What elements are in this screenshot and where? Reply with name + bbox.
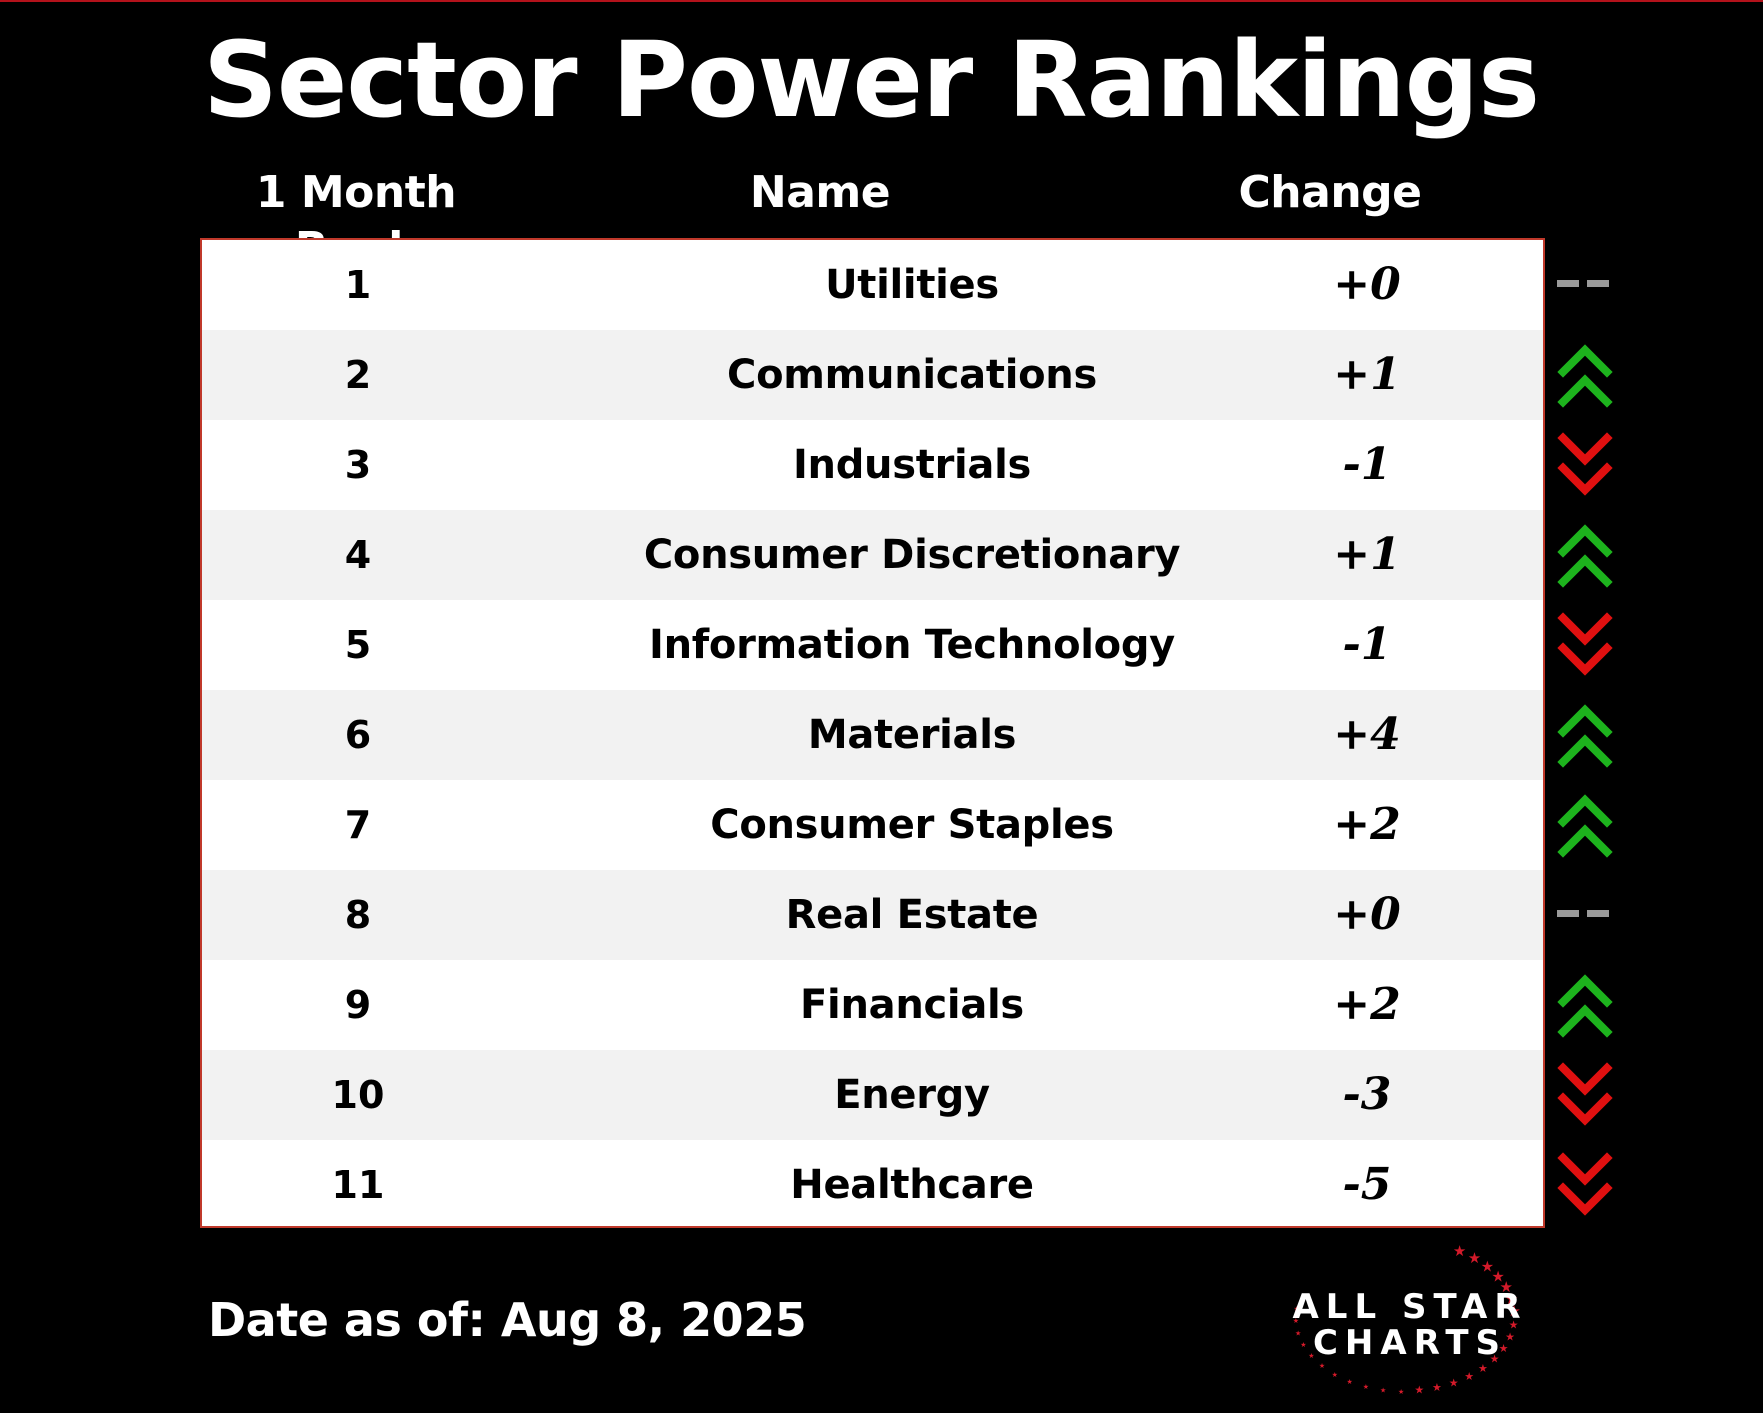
table-row: 4 Consumer Discretionary +1: [202, 510, 1543, 600]
double-chevron-down-icon: [1555, 1140, 1615, 1230]
rank-cell: 10: [331, 1073, 385, 1117]
svg-text:★: ★: [1491, 1267, 1504, 1285]
double-chevron-down-icon: [1555, 420, 1615, 510]
all-star-charts-logo: ★ ★ ★ ★ ★ ★ ★ ★ ★ ★ ★ ★ ★ ★ ★ ★ ★ ★ ★ ★ ★ ★ ★ ★ ★ ★ ★ ALL STAR CHA…: [1280, 1240, 1580, 1400]
rank-cell: 1: [344, 263, 372, 307]
table-row: 7 Consumer Staples +2: [202, 780, 1543, 870]
column-header-change: Change: [1238, 167, 1422, 218]
change-cell: -1: [1342, 439, 1392, 490]
sector-name-cell: Utilities: [825, 262, 999, 308]
dash-icon: [1555, 870, 1615, 960]
svg-text:★: ★: [1464, 1370, 1474, 1383]
change-cell: +0: [1333, 259, 1401, 310]
svg-text:★: ★: [1453, 1242, 1466, 1260]
table-row: 3 Industrials -1: [202, 420, 1543, 510]
table-row: 8 Real Estate +0: [202, 870, 1543, 960]
sector-name-cell: Energy: [834, 1072, 990, 1118]
change-cell: +2: [1333, 799, 1401, 850]
sector-name-cell: Information Technology: [649, 622, 1175, 668]
table-row: 1 Utilities +0: [202, 240, 1543, 330]
sector-name-cell: Consumer Staples: [710, 802, 1114, 848]
rankings-table: 1 Utilities +0 2 Communications +1 3 Industrial…: [200, 238, 1545, 1228]
sector-name-cell: Real Estate: [785, 892, 1039, 938]
double-chevron-up-icon: [1555, 780, 1615, 870]
svg-text:★: ★: [1319, 1362, 1325, 1370]
change-cell: -1: [1342, 619, 1392, 670]
logo-line-1: ALL STAR: [1292, 1287, 1528, 1327]
sector-name-cell: Financials: [800, 982, 1024, 1028]
svg-text:★: ★: [1449, 1376, 1459, 1389]
change-cell: +0: [1333, 889, 1401, 940]
change-cell: +2: [1333, 979, 1401, 1030]
svg-text:★: ★: [1505, 1290, 1518, 1308]
svg-text:★: ★: [1346, 1378, 1352, 1386]
table-row: 9 Financials +2: [202, 960, 1543, 1050]
column-header-name: Name: [749, 167, 891, 218]
double-chevron-up-icon: [1555, 510, 1615, 600]
double-chevron-up-icon: [1555, 960, 1615, 1050]
rank-cell: 9: [344, 983, 372, 1027]
logo-line-2: CHARTS: [1312, 1323, 1508, 1363]
svg-text:★: ★: [1499, 1342, 1509, 1355]
rank-cell: 4: [344, 533, 372, 577]
svg-text:★: ★: [1363, 1383, 1369, 1391]
sector-name-cell: Industrials: [792, 442, 1032, 488]
svg-text:★: ★: [1380, 1387, 1386, 1395]
svg-text:★: ★: [1414, 1384, 1424, 1397]
top-accent-line: [0, 0, 1763, 2]
svg-text:★: ★: [1432, 1381, 1442, 1394]
change-cell: -5: [1342, 1159, 1392, 1210]
rank-cell: 8: [344, 893, 372, 937]
sector-name-cell: Consumer Discretionary: [643, 532, 1181, 578]
table-row: 2 Communications +1: [202, 330, 1543, 420]
change-cell: -3: [1342, 1069, 1392, 1120]
double-chevron-up-icon: [1555, 330, 1615, 420]
date-label: Date as of: Aug 8, 2025: [208, 1293, 807, 1347]
table-row: 6 Materials +4: [202, 690, 1543, 780]
svg-text:★: ★: [1478, 1362, 1488, 1375]
svg-text:★: ★: [1507, 1302, 1520, 1320]
sector-name-cell: Materials: [807, 712, 1017, 758]
table-row: 11 Healthcare -5: [202, 1140, 1543, 1230]
double-chevron-down-icon: [1555, 600, 1615, 690]
svg-text:★: ★: [1293, 1317, 1299, 1325]
svg-text:★: ★: [1300, 1341, 1306, 1349]
double-chevron-up-icon: [1555, 690, 1615, 780]
svg-text:★: ★: [1509, 1318, 1519, 1331]
svg-text:★: ★: [1295, 1329, 1301, 1337]
rank-cell: 2: [344, 353, 372, 397]
rank-cell: 11: [331, 1163, 385, 1207]
sector-name-cell: Communications: [727, 352, 1097, 398]
change-cell: +1: [1333, 529, 1401, 580]
double-chevron-down-icon: [1555, 1050, 1615, 1140]
svg-text:★: ★: [1499, 1278, 1512, 1296]
svg-text:★: ★: [1481, 1257, 1494, 1275]
table-row: 10 Energy -3: [202, 1050, 1543, 1140]
svg-text:★: ★: [1490, 1353, 1500, 1366]
sector-name-cell: Healthcare: [790, 1162, 1034, 1208]
chart-title: Sector Power Rankings: [202, 19, 1540, 141]
logo-star-ring: ★ ★ ★★★★★★★★★★★★★★★★★★★★★★★★★: [1293, 1242, 1521, 1397]
rank-cell: 6: [344, 713, 372, 757]
table-row: 5 Information Technology -1: [202, 600, 1543, 690]
svg-text:★: ★: [1398, 1388, 1404, 1396]
svg-text:★: ★: [1332, 1371, 1338, 1379]
svg-text:★: ★: [1293, 1305, 1299, 1313]
dash-icon: [1555, 240, 1615, 330]
change-cell: +1: [1333, 349, 1401, 400]
rank-cell: 7: [344, 803, 372, 847]
svg-text:★: ★: [1505, 1330, 1515, 1343]
rank-cell: 3: [344, 443, 372, 487]
change-cell: +4: [1333, 709, 1401, 760]
svg-text:★: ★: [1468, 1249, 1481, 1267]
svg-text:★: ★: [1308, 1352, 1314, 1360]
rank-cell: 5: [344, 623, 372, 667]
